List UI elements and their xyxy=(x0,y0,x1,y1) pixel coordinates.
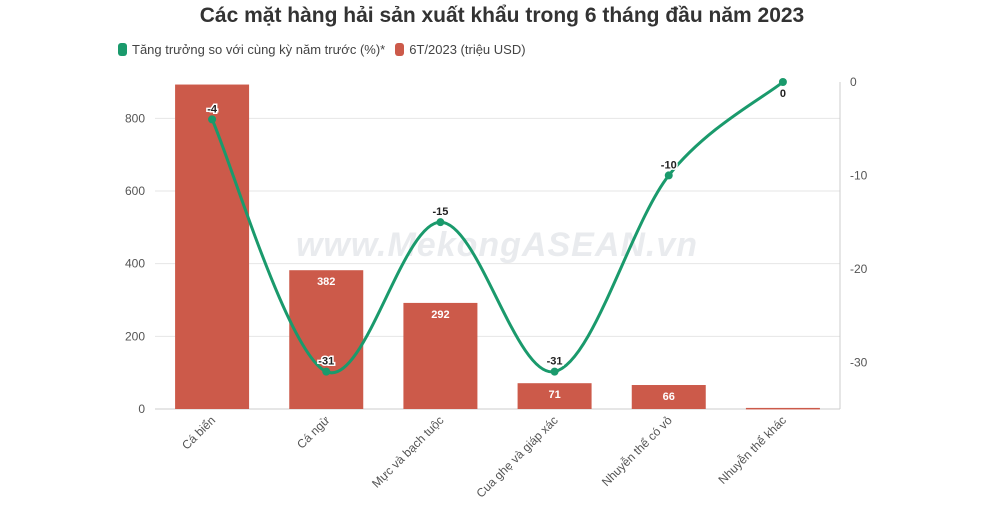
y-left-tick-label: 0 xyxy=(138,402,145,416)
bar xyxy=(631,385,706,409)
y-left-tick-label: 400 xyxy=(125,257,145,271)
y-right-tick-label: -30 xyxy=(850,355,868,369)
bar xyxy=(403,302,478,409)
y-right-tick-label: 0 xyxy=(850,75,857,89)
x-category-label: Cá biển xyxy=(179,413,218,452)
y-left-tick-label: 600 xyxy=(125,184,145,198)
legend-item-growth[interactable]: Tăng trưởng so với cùng kỳ năm trước (%)… xyxy=(118,42,385,57)
y-right-tick-label: -10 xyxy=(850,168,868,182)
bar xyxy=(745,407,820,410)
legend-swatch-growth xyxy=(118,43,127,56)
x-category-label: Nhuyễn thể có vỏ xyxy=(598,412,675,489)
growth-value-label: -31 xyxy=(318,356,334,368)
x-category-label: Nhuyễn thể khác xyxy=(715,413,789,487)
legend-item-value[interactable]: 6T/2023 (triệu USD) xyxy=(395,42,526,57)
growth-value-label: -10 xyxy=(661,159,677,171)
growth-point xyxy=(322,367,331,376)
legend-label-growth: Tăng trưởng so với cùng kỳ năm trước (%)… xyxy=(132,42,386,57)
growth-point xyxy=(436,218,445,227)
x-category-label: Cua ghẹ và giáp xác xyxy=(473,413,560,500)
legend: Tăng trưởng so với cùng kỳ năm trước (%)… xyxy=(118,42,526,57)
y-right-tick-label: -20 xyxy=(850,262,868,276)
growth-value-label: 0 xyxy=(780,88,786,100)
bar-value-label: 71 xyxy=(548,389,560,401)
bar-value-label: 382 xyxy=(317,276,335,288)
growth-value-label: -15 xyxy=(432,206,448,218)
bar-value-label: 292 xyxy=(431,309,449,321)
growth-point xyxy=(778,78,787,86)
x-category-label: Mực và bạch tuộc xyxy=(369,413,446,490)
growth-point xyxy=(550,367,559,376)
legend-label-value: 6T/2023 (triệu USD) xyxy=(409,42,526,57)
bar xyxy=(175,84,250,409)
growth-value-label: -4 xyxy=(207,103,218,115)
y-left-tick-label: 800 xyxy=(125,111,145,125)
bar xyxy=(517,383,592,409)
y-left-tick-label: 200 xyxy=(125,329,145,343)
bar-value-label: 66 xyxy=(663,391,675,403)
legend-swatch-value xyxy=(395,43,405,56)
bar xyxy=(289,270,364,409)
x-category-label: Cá ngừ xyxy=(294,413,332,451)
growth-point xyxy=(208,115,217,124)
growth-value-label: -31 xyxy=(547,356,563,368)
chart-title: Các mặt hàng hải sản xuất khẩu trong 6 t… xyxy=(199,4,805,27)
growth-point xyxy=(664,171,673,180)
